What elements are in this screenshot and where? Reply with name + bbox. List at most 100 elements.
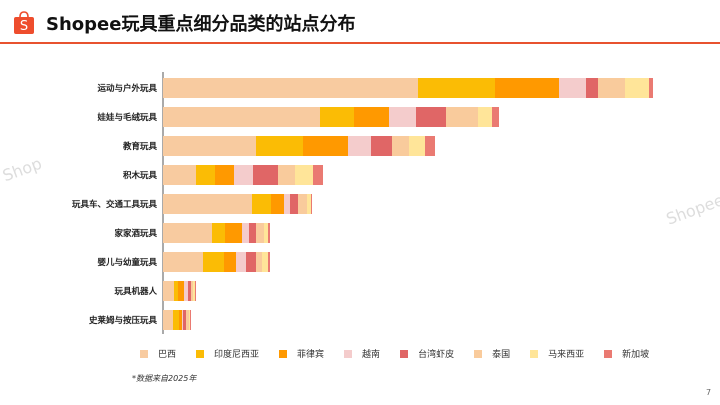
bar-segment: [278, 165, 295, 185]
legend-item: 马来西亚: [530, 347, 584, 360]
bar-segment: [586, 78, 598, 98]
bar-segment: [234, 165, 253, 185]
bar-segment: [262, 252, 268, 272]
bar-segment: [191, 281, 193, 301]
bar-segment: [163, 252, 203, 272]
bar-segment: [625, 78, 649, 98]
bar-segment: [313, 165, 323, 185]
category-label: 史莱姆与按压玩具: [89, 315, 158, 326]
legend-item: 台湾虾皮: [400, 347, 454, 360]
shopee-logo-icon: S: [14, 11, 34, 34]
legend-swatch: [279, 349, 288, 358]
bar-segment: [320, 107, 354, 127]
bar-segment: [190, 310, 191, 330]
bar-segment: [188, 281, 191, 301]
legend-swatch: [400, 349, 409, 358]
bar-segment: [163, 223, 212, 243]
title-divider: [0, 42, 720, 44]
legend-item: 巴西: [140, 347, 176, 360]
legend-swatch: [344, 349, 353, 358]
legend-item: 新加坡: [604, 347, 649, 360]
category-label: 娃娃与毛绒玩具: [96, 112, 157, 123]
bar-segment: [598, 78, 625, 98]
legend-label: 越南: [362, 350, 381, 360]
bar-segment: [425, 136, 435, 156]
legend-swatch: [140, 349, 148, 358]
bar-segment: [264, 223, 268, 243]
legend-label: 印度尼西亚: [214, 350, 260, 360]
bar-segment: [242, 223, 249, 243]
bar-segment: [418, 78, 495, 98]
bar-segment: [252, 194, 271, 214]
bar-segment: [215, 165, 234, 185]
bar-segment: [184, 281, 188, 301]
page-number: 7: [706, 388, 712, 397]
bar-segment: [478, 107, 492, 127]
bar-segment: [371, 136, 392, 156]
legend-label: 巴西: [158, 350, 177, 360]
legend-swatch: [604, 349, 613, 358]
category-label: 家家酒玩具: [114, 228, 157, 239]
bar-segment: [354, 107, 389, 127]
bar-segment: [649, 78, 653, 98]
bar-segment: [163, 136, 256, 156]
legend-item: 越南: [344, 347, 380, 360]
svg-text:S: S: [20, 19, 28, 34]
bar-segment: [183, 310, 186, 330]
legend-label: 菲律宾: [297, 350, 325, 360]
bar-segment: [163, 107, 320, 127]
bar-segment: [492, 107, 499, 127]
bar-segment: [495, 78, 559, 98]
legend-item: 泰国: [474, 347, 510, 360]
bar-segment: [256, 136, 303, 156]
category-label: 积木玩具: [123, 170, 158, 181]
bar-segment: [311, 194, 312, 214]
footnote: *数据来自2025年: [132, 374, 197, 383]
page-title: Shopee玩具重点细分品类的站点分布: [46, 14, 356, 35]
bar-segment: [256, 252, 262, 272]
legend-item: 菲律宾: [279, 347, 324, 360]
bar-segment: [416, 107, 446, 127]
chart-legend: 巴西 印度尼西亚 菲律宾 越南 台湾虾皮 泰国 马来西亚 新加坡: [140, 347, 669, 360]
legend-swatch: [530, 349, 539, 358]
legend-label: 台湾虾皮: [418, 350, 455, 360]
bar-segment: [409, 136, 425, 156]
bar-segment: [174, 281, 178, 301]
legend-label: 马来西亚: [548, 350, 585, 360]
bar-segment: [284, 194, 290, 214]
bar-segment: [182, 310, 183, 330]
bar-segment: [256, 223, 264, 243]
category-label: 玩具机器人: [114, 286, 157, 297]
bar-segment: [225, 223, 242, 243]
bar-segment: [236, 252, 246, 272]
bar-segment: [389, 107, 416, 127]
bar-segment: [559, 78, 586, 98]
bar-segment: [163, 310, 173, 330]
bar-segment: [203, 252, 224, 272]
bar-segment: [178, 281, 184, 301]
bar-segment: [446, 107, 478, 127]
legend-label: 泰国: [492, 350, 511, 360]
bar-segment: [163, 281, 174, 301]
bar-segment: [253, 165, 278, 185]
category-label: 教育玩具: [122, 141, 158, 152]
bar-segment: [246, 252, 256, 272]
bar-segment: [271, 194, 284, 214]
bar-segment: [224, 252, 236, 272]
bar-segment: [189, 310, 190, 330]
bar-segment: [212, 223, 225, 243]
legend-swatch: [474, 349, 483, 358]
category-label: 运动与户外玩具: [97, 83, 157, 94]
bar-segment: [173, 310, 179, 330]
legend-swatch: [196, 349, 205, 358]
bar-segment: [307, 194, 311, 214]
category-label: 玩具车、交通工具玩具: [72, 199, 158, 210]
legend-item: 印度尼西亚: [196, 347, 259, 360]
stacked-bar-chart: 运动与户外玩具娃娃与毛绒玩具教育玩具积木玩具玩具车、交通工具玩具家家酒玩具婴儿与…: [72, 72, 653, 334]
bar-segment: [179, 310, 182, 330]
bar-segment: [268, 223, 270, 243]
category-label: 婴儿与幼童玩具: [97, 257, 157, 268]
bar-segment: [249, 223, 256, 243]
bar-segment: [196, 165, 215, 185]
bar-segment: [295, 165, 313, 185]
